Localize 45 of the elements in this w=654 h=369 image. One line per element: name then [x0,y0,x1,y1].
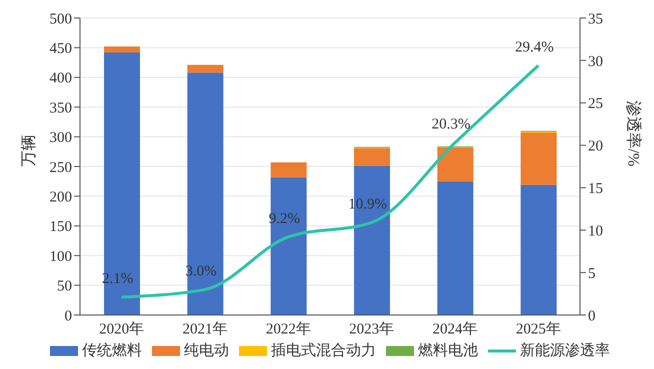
y-tick-label: 250 [50,160,72,176]
y2-tick-label: 35 [588,11,603,28]
y-axis-title: 万辆 [20,134,38,166]
y-tick-label: 500 [50,11,72,28]
data-label: 29.4% [514,40,554,56]
y2-axis-title: 渗透率/% [624,100,642,166]
x-tick-label: 2024年 [432,320,478,338]
legend-label: 新能源渗透率 [520,341,610,360]
x-tick-label: 2020年 [99,320,144,338]
data-label: 20.3% [432,116,470,133]
bar [520,132,557,185]
y-tick-label: 450 [50,41,72,58]
y2-tick-label: 10 [588,223,603,240]
y2-tick-label: 15 [588,181,603,198]
bar [270,162,307,178]
x-tick-label: 2021年 [182,320,228,338]
bar [104,52,140,315]
bar [354,148,390,166]
legend-label: 传统燃料 [82,342,142,360]
y-tick-label: 300 [50,130,72,146]
x-tick-label: 2023年 [349,320,394,338]
y2-tick-label: 5 [588,266,596,282]
bar [104,46,140,52]
y-tick-label: 200 [50,190,72,206]
y2-tick-label: 0 [588,308,596,324]
y-tick-label: 350 [50,100,72,116]
y-tick-label: 0 [64,308,72,324]
bar [187,72,224,315]
y-tick-label: 50 [57,278,72,295]
y2-tick-label: 25 [588,96,603,112]
legend-label: 纯电动 [184,342,229,360]
legend-label: 插电式混合动力 [271,342,376,360]
bar [270,177,307,315]
bar [437,181,474,315]
y2-tick-label: 30 [588,54,603,70]
x-tick-label: 2022年 [266,320,311,338]
bar [187,64,224,73]
y-tick-label: 100 [50,248,72,265]
y-tick-label: 400 [50,70,72,87]
y-tick-label: 150 [50,219,72,236]
bar [437,147,474,182]
y2-tick-label: 20 [588,138,603,155]
bar [520,184,557,315]
x-tick-label: 2025年 [516,320,561,338]
legend-label: 燃料电池 [418,342,478,360]
